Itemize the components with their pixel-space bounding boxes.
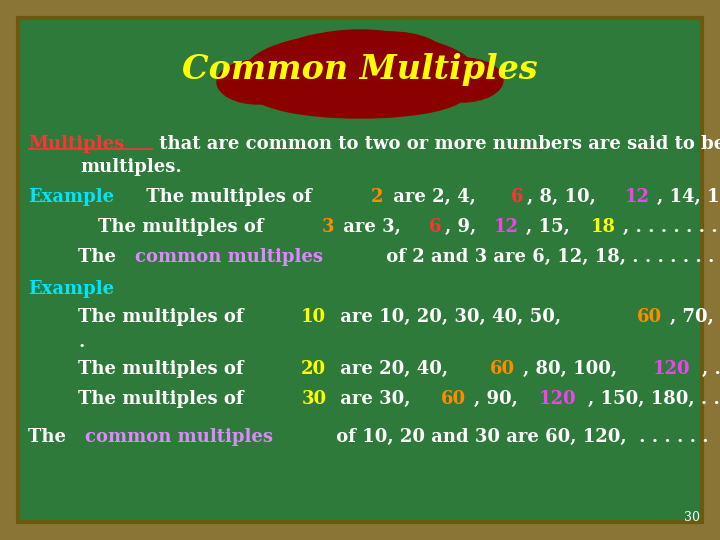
Text: The multiples of: The multiples of bbox=[78, 360, 250, 378]
Text: 10: 10 bbox=[301, 308, 326, 326]
Text: The multiples of: The multiples of bbox=[98, 218, 270, 236]
Ellipse shape bbox=[217, 60, 299, 104]
Text: are 2, 4,: are 2, 4, bbox=[387, 188, 482, 206]
Ellipse shape bbox=[280, 33, 390, 83]
Text: 120: 120 bbox=[539, 390, 577, 408]
Text: The: The bbox=[78, 248, 122, 266]
Text: 60: 60 bbox=[637, 308, 662, 326]
Text: 60: 60 bbox=[490, 360, 516, 378]
Text: 60: 60 bbox=[441, 390, 467, 408]
Text: , . . . . . . . .: , . . . . . . . . bbox=[702, 360, 720, 378]
Text: multiples.: multiples. bbox=[80, 158, 181, 176]
Text: 6: 6 bbox=[428, 218, 441, 236]
Text: 20: 20 bbox=[301, 360, 326, 378]
Ellipse shape bbox=[260, 40, 460, 100]
Text: 2: 2 bbox=[372, 188, 384, 206]
Ellipse shape bbox=[335, 32, 445, 80]
Text: 18: 18 bbox=[591, 218, 616, 236]
Text: , 14, 16,: , 14, 16, bbox=[657, 188, 720, 206]
Text: of 10, 20 and 30 are 60, 120,  . . . . . .: of 10, 20 and 30 are 60, 120, . . . . . … bbox=[330, 428, 708, 446]
Ellipse shape bbox=[255, 72, 465, 118]
Text: , 90,: , 90, bbox=[474, 390, 524, 408]
Text: Multiples: Multiples bbox=[28, 135, 125, 153]
Text: The multiples of: The multiples of bbox=[140, 188, 318, 206]
Text: , . . . . . . . .: , . . . . . . . . bbox=[624, 218, 720, 236]
Text: , 70, 80, 90, 100, 110,: , 70, 80, 90, 100, 110, bbox=[670, 308, 720, 326]
Text: , 150, 180, . . . . . . . .: , 150, 180, . . . . . . . . bbox=[588, 390, 720, 408]
Text: that are common to two or more numbers are said to be common: that are common to two or more numbers a… bbox=[153, 135, 720, 153]
Text: 30: 30 bbox=[684, 511, 700, 524]
Text: , 8, 10,: , 8, 10, bbox=[527, 188, 603, 206]
Text: common multiples: common multiples bbox=[135, 248, 323, 266]
Text: , 9,: , 9, bbox=[445, 218, 482, 236]
Text: Example: Example bbox=[28, 280, 114, 298]
Text: .: . bbox=[78, 333, 84, 351]
Ellipse shape bbox=[245, 33, 475, 111]
Text: 12: 12 bbox=[625, 188, 649, 206]
Text: The multiples of: The multiples of bbox=[78, 390, 250, 408]
Text: are 3,: are 3, bbox=[338, 218, 408, 236]
Ellipse shape bbox=[421, 58, 503, 102]
Text: are 20, 40,: are 20, 40, bbox=[334, 360, 454, 378]
Text: 12: 12 bbox=[493, 218, 518, 236]
Text: The: The bbox=[28, 428, 72, 446]
Ellipse shape bbox=[290, 30, 430, 74]
Ellipse shape bbox=[380, 51, 480, 105]
Text: 3: 3 bbox=[321, 218, 333, 236]
Text: 30: 30 bbox=[301, 390, 326, 408]
Text: are 30,: are 30, bbox=[334, 390, 417, 408]
Ellipse shape bbox=[240, 51, 340, 109]
Text: are 10, 20, 30, 40, 50,: are 10, 20, 30, 40, 50, bbox=[334, 308, 567, 326]
Text: , 80, 100,: , 80, 100, bbox=[523, 360, 624, 378]
Text: of 2 and 3 are 6, 12, 18, . . . . . . .: of 2 and 3 are 6, 12, 18, . . . . . . . bbox=[379, 248, 714, 266]
Text: 120: 120 bbox=[653, 360, 690, 378]
Text: Example: Example bbox=[28, 188, 114, 206]
Text: Common Multiples: Common Multiples bbox=[182, 53, 538, 86]
Text: common multiples: common multiples bbox=[86, 428, 274, 446]
Text: , 15,: , 15, bbox=[526, 218, 576, 236]
Text: The multiples of: The multiples of bbox=[78, 308, 250, 326]
Text: 6: 6 bbox=[511, 188, 523, 206]
FancyBboxPatch shape bbox=[18, 18, 702, 522]
